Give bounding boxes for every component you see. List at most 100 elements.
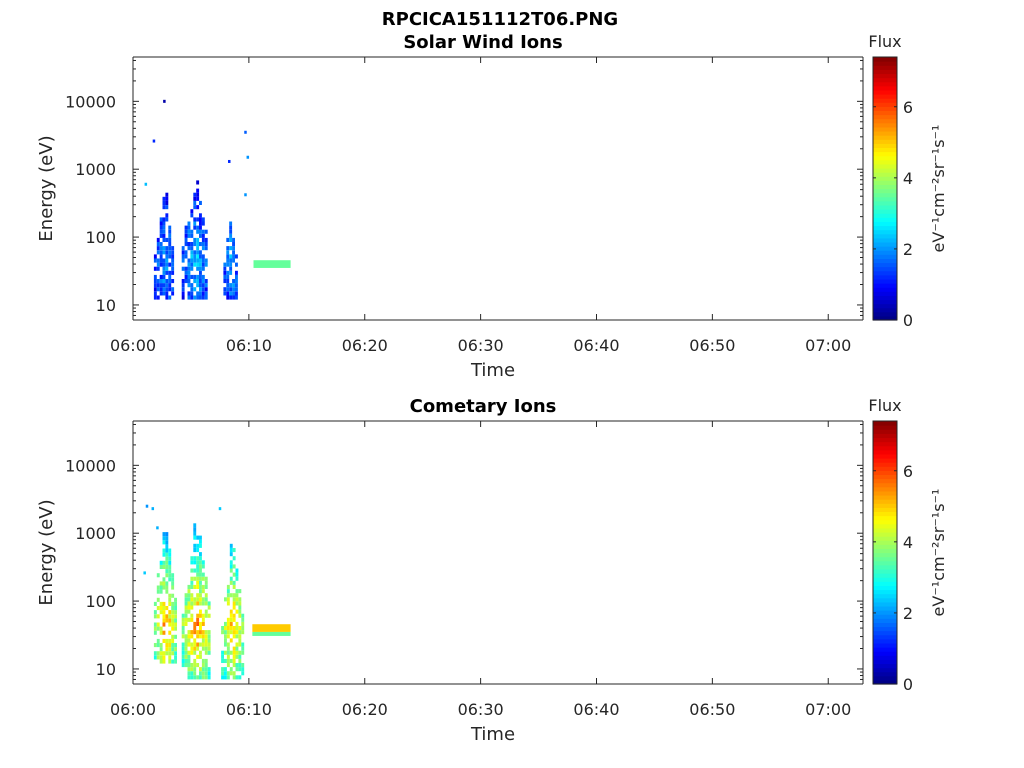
heatmap-cell — [165, 614, 169, 619]
heatmap-cell — [190, 258, 194, 263]
heatmap-cell — [190, 262, 194, 267]
heatmap-cell — [187, 270, 191, 275]
heatmap-cells — [143, 504, 291, 680]
heatmap-cell — [156, 279, 160, 284]
y-tick-label: 1000 — [75, 524, 116, 543]
heatmap-cell — [184, 642, 188, 647]
heatmap-cell — [171, 638, 175, 643]
heatmap-cell — [226, 283, 230, 288]
heatmap-cell — [235, 597, 239, 602]
heatmap-cell — [221, 671, 224, 676]
heatmap-cell — [199, 630, 202, 635]
heatmap-cell — [204, 287, 208, 292]
heatmap-cell — [171, 626, 175, 631]
heatmap-cell — [165, 651, 169, 656]
heatmap-cell — [229, 613, 233, 618]
heatmap-cell — [168, 651, 172, 656]
heatmap-cell — [201, 667, 205, 672]
colorbar-segment — [873, 421, 897, 426]
heatmap-cell — [168, 246, 172, 251]
heatmap-cell — [235, 572, 239, 577]
heatmap-cell — [201, 646, 205, 651]
heatmap-cell — [229, 617, 233, 622]
colorbar-tick-label: 6 — [903, 98, 913, 117]
heatmap-cell — [199, 295, 202, 300]
heatmap-cell — [171, 622, 175, 627]
heatmap-cell — [229, 270, 233, 275]
heatmap-cell — [165, 585, 169, 590]
heatmap-cell — [174, 622, 177, 627]
colorbar-segment — [873, 274, 897, 280]
colorbar-segment — [873, 626, 897, 632]
colorbar-segment — [873, 204, 897, 210]
heatmap-cell — [184, 617, 188, 622]
heatmap-cell — [190, 213, 194, 218]
colorbar-segment — [873, 531, 897, 537]
heatmap-cell — [199, 601, 202, 606]
heatmap-cell — [187, 233, 191, 238]
heatmap-cell — [201, 613, 205, 618]
heatmap-cell — [187, 654, 191, 659]
colorbar-segment — [873, 638, 897, 644]
heatmap-cell — [171, 601, 175, 606]
heatmap-cell — [201, 217, 205, 222]
heatmap-cell — [232, 593, 236, 598]
heatmap-cell — [196, 556, 200, 561]
heatmap-cell — [199, 568, 202, 573]
heatmap-cell — [241, 663, 245, 668]
heatmap-cell — [226, 650, 230, 655]
heatmap-cell — [199, 642, 202, 647]
colorbar-segment — [873, 655, 897, 660]
heatmap-cell — [187, 258, 191, 263]
heatmap-cell — [168, 254, 172, 259]
heatmap-cell — [159, 221, 163, 226]
colorbar-segment — [873, 589, 897, 595]
colorbar-segment — [873, 577, 897, 582]
heatmap-cell — [159, 560, 163, 565]
colorbar-segment — [873, 601, 897, 607]
heatmap-cell — [190, 671, 194, 676]
heatmap-cell — [159, 262, 163, 267]
heatmap-cell — [184, 609, 188, 614]
heatmap-cell — [174, 647, 177, 652]
heatmap-cell — [171, 643, 175, 648]
colorbar-segment — [873, 527, 897, 533]
heatmap-cell — [153, 643, 157, 648]
sparse-point — [151, 507, 155, 511]
heatmap-cell — [193, 667, 197, 672]
heatmap-cell — [181, 626, 185, 631]
heatmap-cell — [201, 658, 205, 663]
heatmap-cell — [199, 229, 202, 234]
heatmap-cell — [165, 532, 169, 537]
colorbar-segment — [873, 98, 897, 103]
sparse-point — [156, 526, 159, 530]
heatmap-cell — [187, 601, 191, 606]
heatmap-cell — [190, 254, 194, 259]
heatmap-cell — [196, 192, 200, 197]
heatmap-cell — [165, 536, 169, 541]
heatmap-cell — [162, 225, 166, 230]
heatmap-cell — [235, 634, 239, 639]
heatmap-cell — [159, 254, 163, 259]
heatmap-cell — [204, 229, 208, 234]
heatmap-cell — [238, 642, 242, 647]
heatmap-cell — [201, 642, 205, 647]
heatmap-cell — [171, 614, 175, 619]
colorbar-label: eV⁻¹cm⁻²sr⁻¹s⁻¹ — [929, 125, 948, 253]
colorbar-segment — [873, 585, 897, 591]
heatmap-cell — [171, 270, 175, 275]
heatmap-cell — [201, 638, 205, 643]
heatmap-cell — [201, 242, 205, 247]
heatmap-cell — [235, 262, 238, 267]
colorbar-title: Flux — [868, 32, 901, 51]
heatmap-cell — [165, 192, 169, 197]
heatmap-cell — [168, 279, 172, 284]
heatmap-cell — [199, 266, 202, 271]
heatmap-cell — [168, 560, 172, 565]
heatmap-cell — [193, 531, 197, 536]
heatmap-cell — [196, 258, 200, 263]
heatmap-cell — [235, 642, 239, 647]
heatmap-cell — [159, 233, 163, 238]
colorbar-segment — [873, 196, 897, 202]
colorbar-segment — [873, 229, 897, 235]
